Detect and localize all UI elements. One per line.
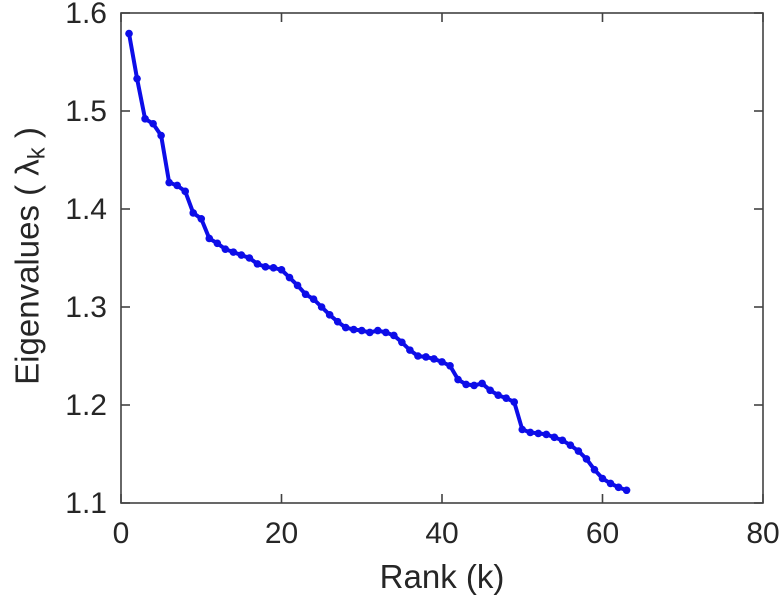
y-tick-label: 1.2 — [65, 389, 107, 422]
data-point-marker — [414, 352, 422, 360]
data-point-marker — [550, 433, 559, 442]
data-point-marker — [213, 239, 222, 248]
data-point-marker — [462, 380, 470, 389]
data-point-marker — [502, 394, 511, 402]
data-point-marker — [269, 264, 278, 272]
data-point-marker — [470, 381, 478, 390]
data-point-marker — [253, 260, 262, 268]
data-point-marker — [125, 29, 133, 38]
y-tick-label: 1.1 — [65, 487, 107, 520]
data-point-marker — [285, 273, 294, 282]
y-axis-label-subscript: k — [23, 147, 51, 160]
y-tick-label: 1.5 — [65, 95, 107, 128]
data-point-marker — [566, 441, 575, 449]
data-point-marker — [406, 346, 414, 354]
data-point-marker — [189, 209, 198, 217]
data-point-marker — [301, 290, 310, 299]
axes-box — [120, 12, 764, 504]
y-tick-label: 1.4 — [65, 193, 107, 226]
y-axis-label: Eigenvalues ( λk ) — [8, 127, 51, 385]
y-tick-label: 1.3 — [65, 291, 107, 324]
data-point-marker — [333, 317, 342, 326]
lambda-symbol: λ — [8, 159, 46, 176]
data-point-marker — [382, 328, 390, 337]
y-axis-label-suffix: ) — [8, 127, 46, 148]
data-point-marker — [374, 326, 382, 335]
data-point-marker — [438, 358, 446, 366]
data-point-marker — [237, 251, 246, 259]
data-point-marker — [245, 254, 254, 262]
data-point-marker — [157, 131, 165, 140]
data-point-marker — [614, 483, 623, 492]
data-point-marker — [430, 355, 438, 363]
data-point-marker — [205, 234, 214, 243]
data-point-marker — [293, 281, 302, 290]
x-tick-label: 60 — [586, 517, 619, 550]
data-point-marker — [542, 430, 551, 439]
data-point-marker — [349, 325, 358, 334]
data-point-marker — [606, 479, 615, 488]
data-point-marker — [478, 379, 486, 388]
data-point-marker — [365, 328, 374, 337]
data-point-marker — [446, 362, 454, 370]
data-point-marker — [277, 265, 286, 274]
data-point-marker — [398, 338, 406, 347]
data-point-marker — [325, 311, 334, 319]
data-point-marker — [454, 375, 462, 384]
data-point-marker — [261, 263, 270, 271]
data-point-marker — [229, 248, 238, 256]
data-point-marker — [149, 119, 157, 128]
data-point-marker — [221, 245, 230, 253]
x-tick-label: 0 — [113, 517, 130, 550]
x-tick-label: 20 — [265, 517, 298, 550]
data-point-marker — [526, 428, 535, 437]
data-point-marker — [486, 386, 494, 395]
y-axis-label-prefix: Eigenvalues ( — [8, 175, 46, 385]
data-point-marker — [317, 303, 326, 311]
data-point-marker — [590, 465, 599, 474]
data-point-marker — [582, 455, 591, 463]
data-point-marker — [341, 323, 350, 332]
data-point-marker — [173, 181, 181, 190]
data-point-marker — [309, 295, 318, 303]
x-tick-label: 40 — [425, 517, 458, 550]
data-point-marker — [494, 391, 502, 400]
data-point-marker — [422, 353, 430, 361]
y-tick-label: 1.6 — [65, 0, 107, 30]
data-point-marker — [558, 436, 567, 445]
data-point-marker — [598, 474, 607, 483]
eigenvalue-curve — [127, 31, 629, 493]
data-point-marker — [390, 331, 398, 340]
data-point-marker — [197, 215, 206, 223]
data-point-marker — [165, 178, 173, 187]
data-point-marker — [181, 187, 189, 196]
data-point-marker — [133, 74, 141, 83]
data-point-marker — [574, 447, 583, 455]
data-point-marker — [141, 115, 149, 123]
data-point-marker — [534, 429, 543, 438]
data-point-marker — [357, 326, 366, 335]
data-point-marker — [622, 486, 631, 495]
data-point-marker — [510, 398, 519, 406]
x-axis-label: Rank (k) — [379, 558, 505, 595]
x-tick-label: 80 — [746, 517, 779, 550]
data-point-marker — [518, 425, 527, 434]
